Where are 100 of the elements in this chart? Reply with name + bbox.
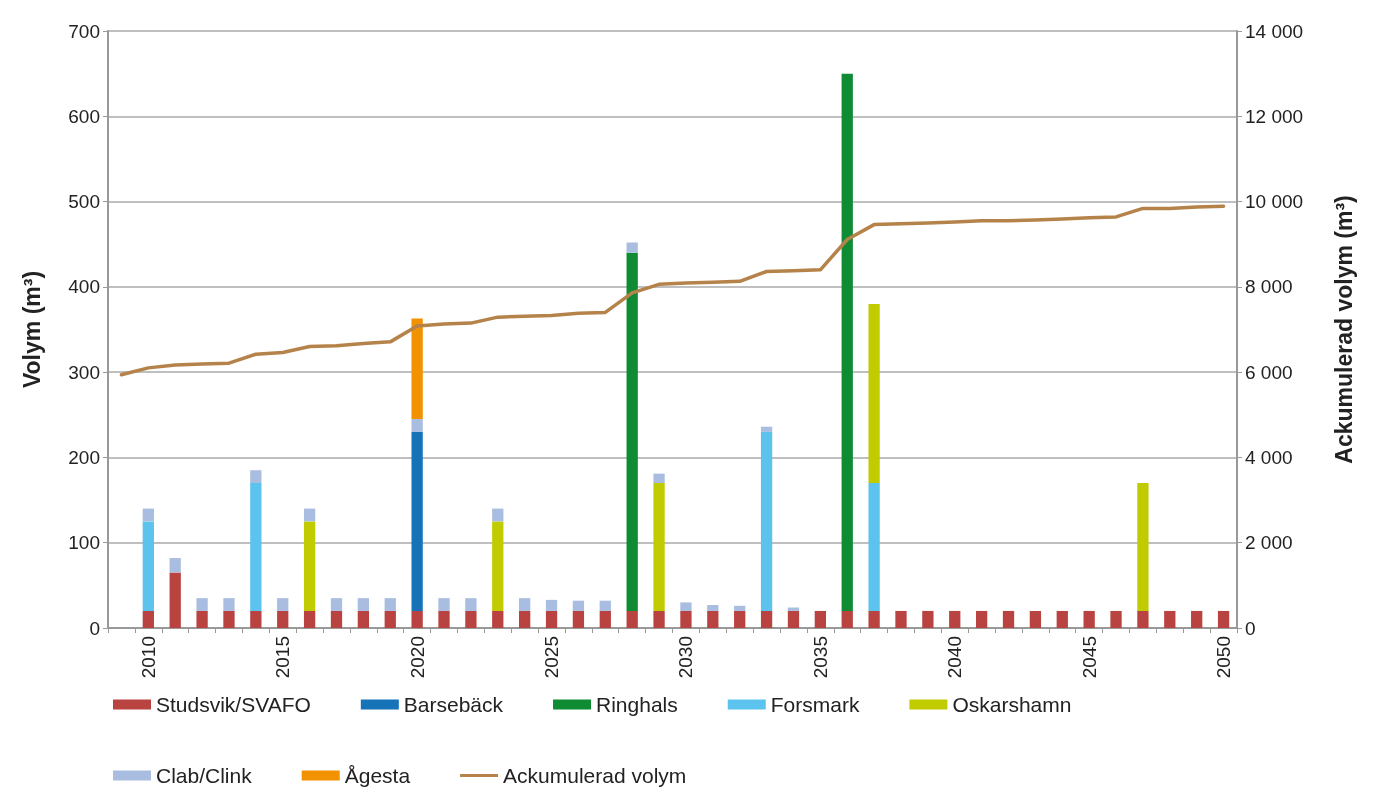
x-tick-label: 2010: [137, 636, 159, 679]
bar: [680, 610, 692, 628]
bar: [519, 610, 531, 628]
bar: [868, 303, 880, 484]
y2-tick-label: 14 000: [1245, 20, 1304, 42]
bar: [411, 610, 423, 628]
bar: [250, 483, 262, 611]
bar: [411, 431, 423, 611]
bar: [787, 610, 800, 628]
legend-label: Ringhals: [596, 693, 678, 716]
y-tick-label: 300: [68, 361, 100, 383]
bar: [734, 605, 746, 611]
bar: [572, 610, 585, 628]
y2-tick-label: 6 000: [1245, 361, 1293, 383]
bar: [465, 610, 477, 628]
bar: [1164, 610, 1176, 628]
bar: [492, 610, 504, 628]
y-tick-label: 500: [68, 191, 100, 213]
bar: [572, 600, 585, 611]
bar: [545, 610, 558, 628]
bar: [707, 610, 719, 628]
bar: [384, 610, 396, 628]
bar: [653, 610, 665, 628]
bar: [250, 470, 262, 484]
x-tick-label: 2040: [944, 636, 966, 679]
y-axis-title: Volym (m³): [18, 270, 45, 389]
bar: [680, 602, 692, 611]
bar: [868, 483, 880, 611]
bar: [895, 610, 907, 628]
y2-axis-title: Ackumulerad volym (m³): [1330, 195, 1357, 464]
bar: [734, 610, 746, 628]
bar: [949, 610, 961, 628]
bar: [626, 252, 638, 611]
bar: [841, 73, 853, 611]
bar: [653, 483, 665, 611]
legend-label: Barsebäck: [403, 693, 504, 716]
y2-tick-label: 10 000: [1245, 191, 1304, 213]
bar: [975, 610, 988, 628]
bar: [438, 610, 450, 628]
bar: [707, 604, 719, 611]
y2-tick-label: 4 000: [1245, 446, 1293, 468]
bar: [357, 598, 370, 611]
bar: [303, 610, 316, 628]
x-tick-label: 2030: [675, 636, 697, 679]
bar: [1191, 610, 1203, 628]
bar: [1029, 610, 1042, 628]
bar: [142, 508, 154, 522]
bar: [277, 610, 289, 628]
bar: [411, 318, 423, 420]
bar: [814, 610, 826, 628]
bar: [519, 598, 531, 611]
y2-tick-label: 0: [1245, 617, 1256, 639]
bar: [142, 610, 154, 628]
legend-label: Ackumulerad volym: [503, 764, 687, 787]
bar: [411, 419, 423, 432]
legend-label: Ågesta: [344, 764, 411, 787]
y-tick-label: 100: [68, 532, 100, 554]
y2-tick-label: 12 000: [1245, 105, 1304, 127]
bar: [223, 610, 235, 628]
bar: [760, 610, 773, 628]
y-tick-label: 0: [89, 617, 100, 639]
bar: [465, 598, 477, 611]
legend-label: Clab/Clink: [156, 764, 253, 787]
x-tick-label: 2020: [406, 636, 428, 679]
bar: [626, 610, 638, 628]
bar: [545, 599, 558, 611]
bar: [142, 521, 154, 611]
bar: [653, 473, 665, 484]
legend-label: Oskarshamn: [952, 693, 1072, 716]
x-tick-label: 2015: [272, 636, 294, 679]
bar: [1110, 610, 1122, 628]
bar: [1217, 610, 1230, 628]
x-tick-label: 2045: [1078, 636, 1100, 679]
bar: [492, 521, 504, 611]
bar: [1083, 610, 1095, 628]
y-tick-label: 600: [68, 105, 100, 127]
bar: [196, 610, 208, 628]
bar: [1002, 610, 1015, 628]
y-tick-label: 700: [68, 20, 100, 42]
bar: [330, 610, 343, 628]
bar: [169, 572, 181, 628]
y2-tick-label: 2 000: [1245, 532, 1293, 554]
bar: [438, 598, 450, 611]
x-tick-label: 2050: [1213, 636, 1235, 679]
bar: [760, 426, 773, 432]
bar: [599, 610, 611, 628]
bar: [1137, 610, 1149, 628]
y-tick-label: 400: [68, 276, 100, 298]
bar: [841, 610, 853, 628]
x-tick-label: 2025: [541, 636, 563, 679]
bar: [626, 242, 638, 253]
bar: [760, 431, 773, 611]
x-tick-label: 2035: [809, 636, 831, 679]
line-series: [119, 204, 1226, 377]
bar: [922, 610, 934, 628]
bar: [303, 521, 316, 611]
bar: [169, 558, 181, 573]
bar: [223, 598, 235, 611]
bar: [277, 598, 289, 611]
y2-tick-label: 8 000: [1245, 276, 1293, 298]
